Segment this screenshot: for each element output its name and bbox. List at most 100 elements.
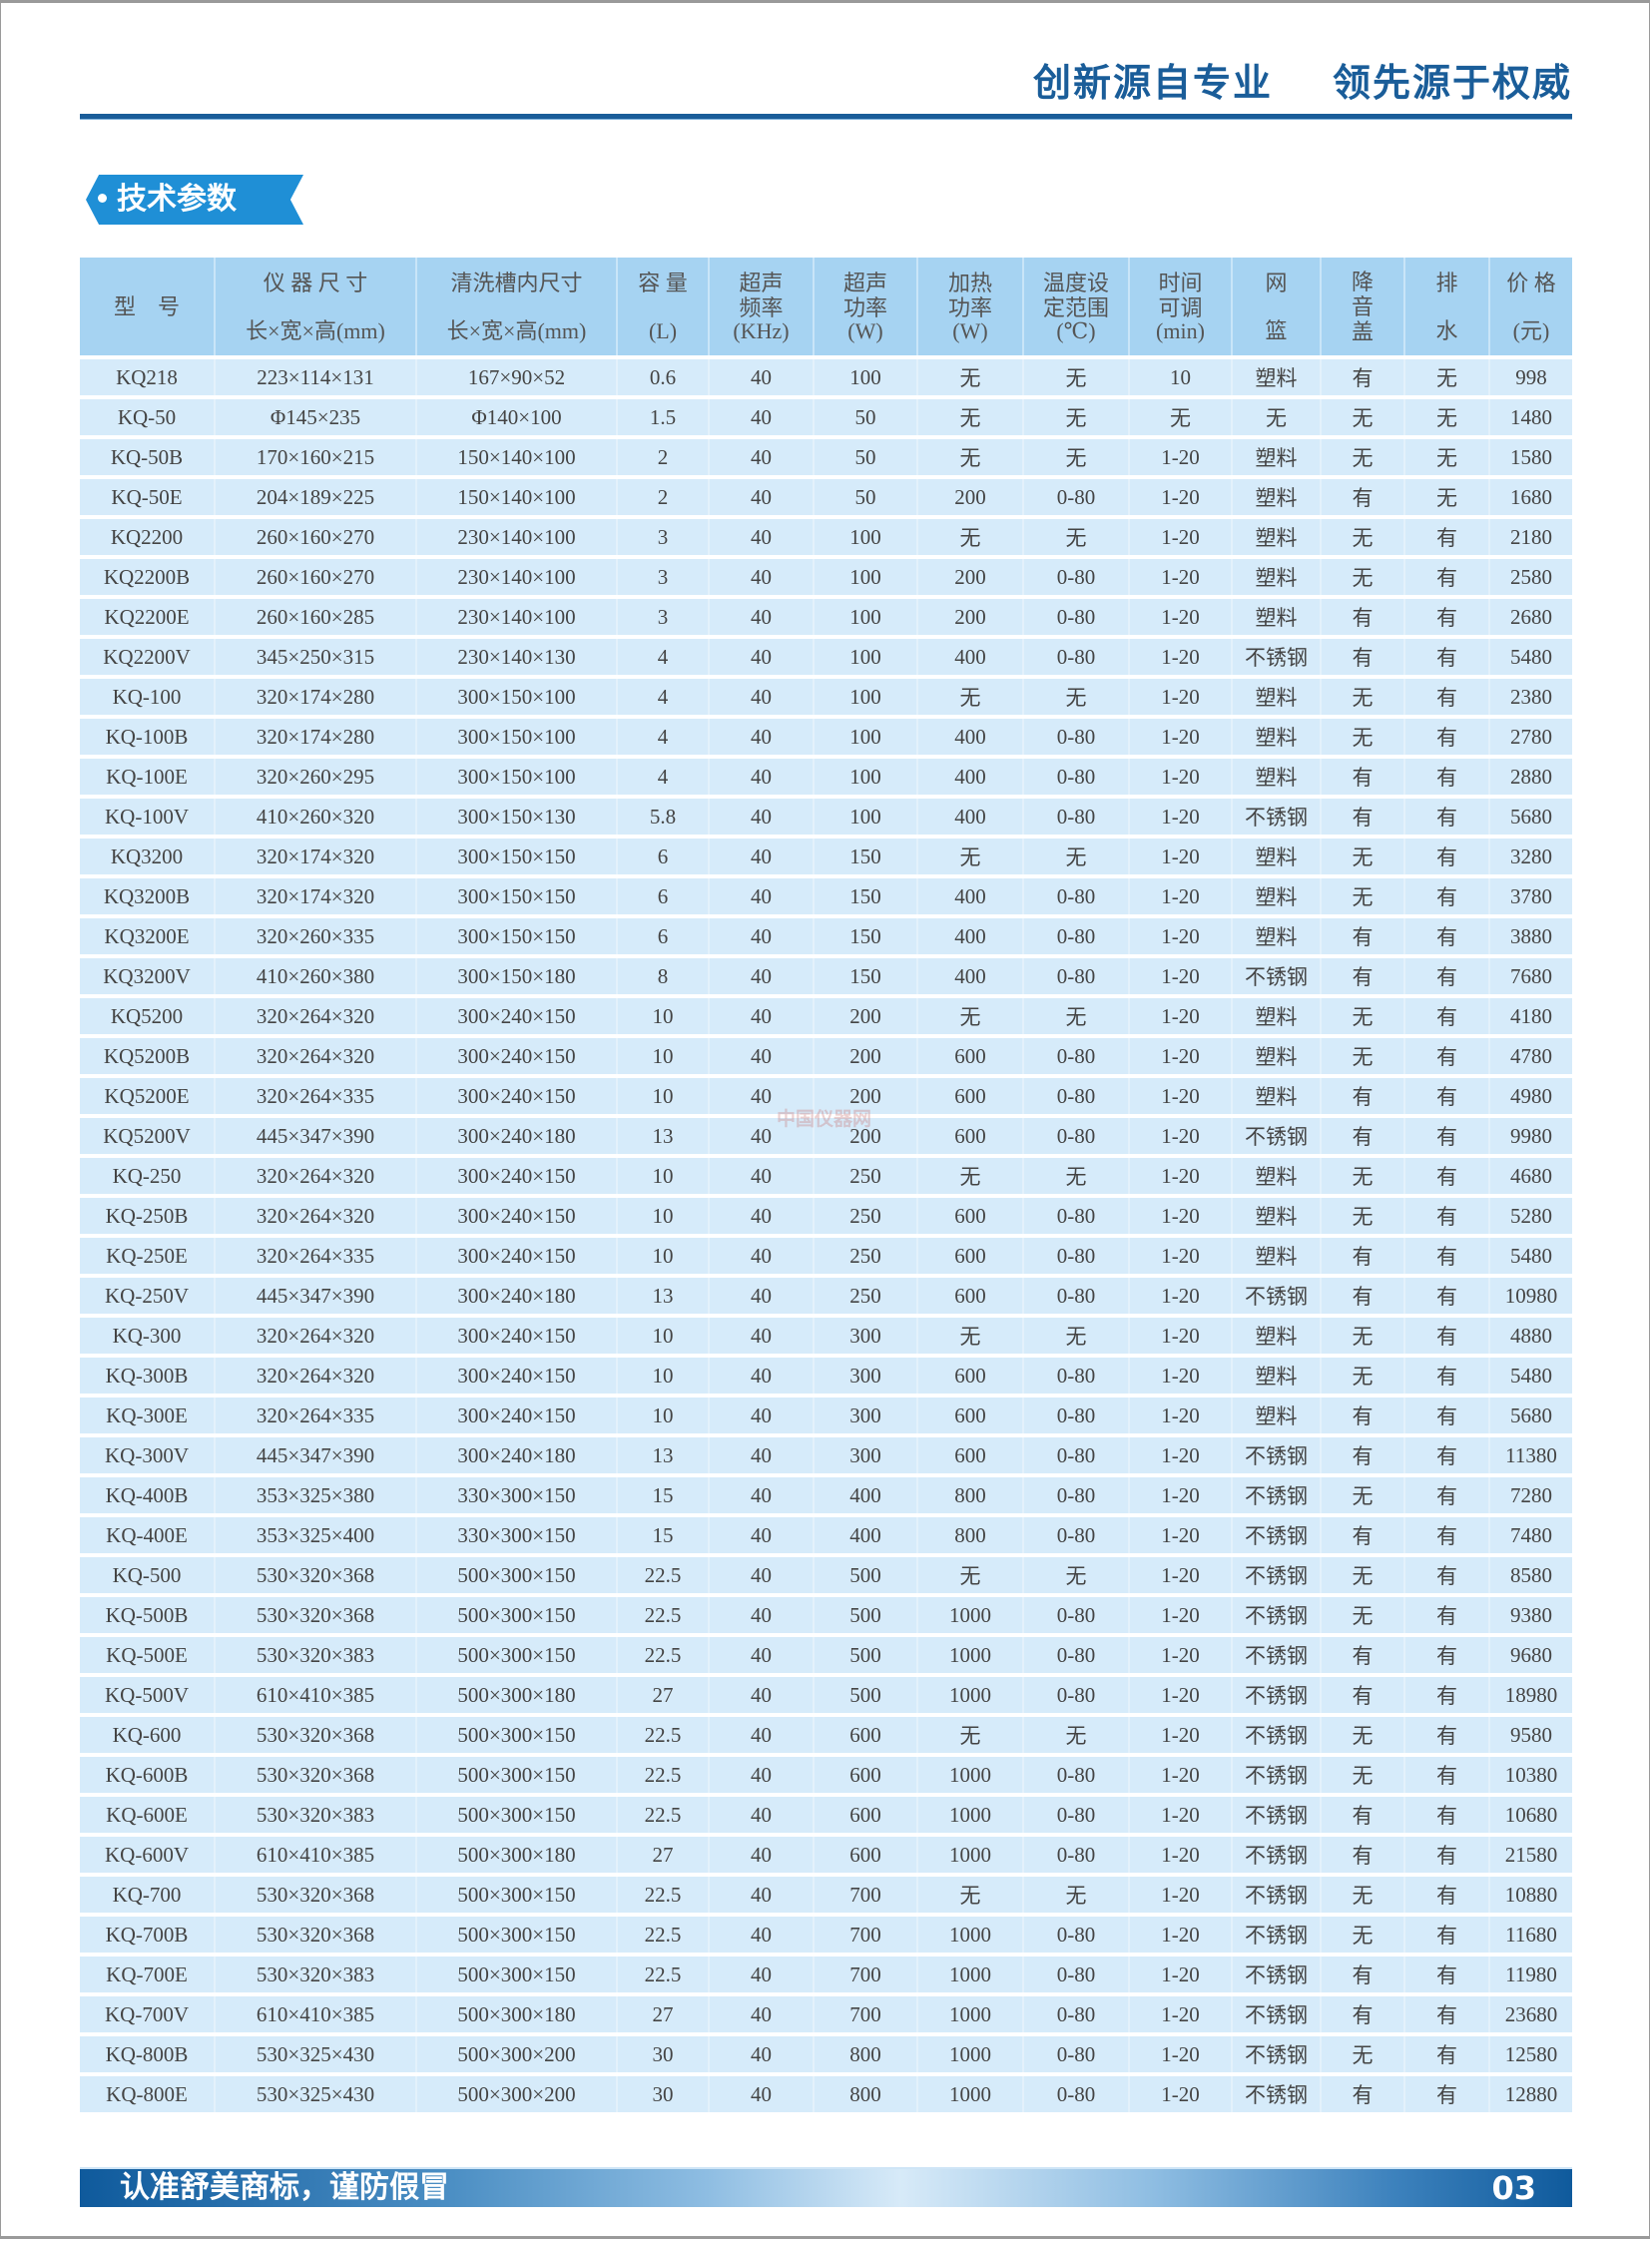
table-cell: 无 bbox=[1321, 1755, 1405, 1797]
table-cell: 12880 bbox=[1489, 2074, 1572, 2116]
table-cell: 400 bbox=[917, 956, 1024, 998]
table-row: KQ5200B 320×264×320 300×240×150 10 40 200 600 0… bbox=[80, 1036, 1572, 1078]
table-cell: 300×240×180 bbox=[416, 1116, 618, 1158]
table-cell: 1000 bbox=[917, 1595, 1024, 1637]
table-cell: 1-20 bbox=[1129, 717, 1233, 759]
table-cell: 4 bbox=[617, 637, 710, 679]
table-cell: 150 bbox=[814, 876, 918, 918]
table-cell: 塑料 bbox=[1232, 437, 1322, 479]
table-cell: 320×264×335 bbox=[215, 1396, 417, 1437]
table-cell: 有 bbox=[1404, 1755, 1490, 1797]
column-header-top: 价 格 bbox=[1506, 270, 1556, 295]
table-cell: 800 bbox=[917, 1475, 1024, 1517]
table-cell: 有 bbox=[1321, 1795, 1405, 1837]
table-cell: 无 bbox=[1023, 357, 1130, 399]
table-cell: 1-20 bbox=[1129, 956, 1233, 998]
table-cell: 塑料 bbox=[1232, 1356, 1322, 1398]
table-cell: 1-20 bbox=[1129, 1755, 1233, 1797]
header-slogan: 创新源自专业 领先源于权威 bbox=[973, 52, 1572, 107]
model-cell: KQ-300V bbox=[80, 1435, 216, 1477]
column-header-top: 加热 功率 bbox=[947, 270, 992, 320]
table-cell: 600 bbox=[917, 1435, 1024, 1477]
table-cell: 400 bbox=[917, 916, 1024, 958]
model-cell: KQ-700 bbox=[80, 1875, 216, 1917]
column-header-unit: 长×宽×高(mm) bbox=[446, 317, 587, 343]
table-cell: 1-20 bbox=[1129, 876, 1233, 918]
table-row: KQ-500V 610×410×385 500×300×180 27 40 500 1000… bbox=[80, 1675, 1572, 1717]
table-cell: 500×300×200 bbox=[416, 2034, 618, 2076]
table-cell: 445×347×390 bbox=[215, 1276, 417, 1318]
table-cell: 100 bbox=[814, 757, 918, 799]
table-cell: 5680 bbox=[1489, 1396, 1572, 1437]
table-cell: 有 bbox=[1404, 1715, 1490, 1757]
table-cell: 无 bbox=[1321, 1715, 1405, 1757]
table-cell: 40 bbox=[709, 1635, 815, 1677]
table-cell: 40 bbox=[709, 1595, 815, 1637]
model-cell: KQ-700E bbox=[80, 1955, 216, 1996]
table-cell: 0-80 bbox=[1023, 1356, 1130, 1398]
table-cell: 有 bbox=[1321, 1515, 1405, 1557]
table-cell: 400 bbox=[814, 1475, 918, 1517]
column-header-unit: (W) bbox=[847, 317, 883, 343]
table-cell: 0-80 bbox=[1023, 1276, 1130, 1318]
table-cell: 300×150×100 bbox=[416, 717, 618, 759]
table-cell: 150×140×100 bbox=[416, 437, 618, 479]
table-cell: 260×160×270 bbox=[215, 557, 417, 599]
column-header-unit: 篮 bbox=[1265, 317, 1288, 343]
table-cell: 300×150×150 bbox=[416, 916, 618, 958]
table-cell: 1000 bbox=[917, 2074, 1024, 2116]
watermark: 中国仪器网 bbox=[777, 1108, 872, 1130]
table-cell: 有 bbox=[1404, 517, 1490, 559]
table-cell: 0-80 bbox=[1023, 757, 1130, 799]
table-cell: 有 bbox=[1321, 1835, 1405, 1877]
table-cell: 500×300×150 bbox=[416, 1715, 618, 1757]
table-cell: 无 bbox=[1129, 397, 1233, 439]
table-cell: 2780 bbox=[1489, 717, 1572, 759]
table-cell: 5480 bbox=[1489, 637, 1572, 679]
model-cell: KQ-50B bbox=[80, 437, 216, 479]
table-cell: 无 bbox=[917, 1156, 1024, 1198]
table-cell: 1-20 bbox=[1129, 1955, 1233, 1996]
table-cell: 1-20 bbox=[1129, 1795, 1233, 1837]
table-cell: 150 bbox=[814, 837, 918, 878]
table-cell: 15 bbox=[617, 1515, 710, 1557]
table-cell: 330×300×150 bbox=[416, 1515, 618, 1557]
table-cell: 40 bbox=[709, 757, 815, 799]
table-cell: 11380 bbox=[1489, 1435, 1572, 1477]
table-cell: 500 bbox=[814, 1675, 918, 1717]
table-cell: 5280 bbox=[1489, 1196, 1572, 1238]
table-cell: 600 bbox=[917, 1356, 1024, 1398]
table-cell: 10 bbox=[617, 1196, 710, 1238]
table-row: KQ-400E 353×325×400 330×300×150 15 40 400 800 0… bbox=[80, 1515, 1572, 1557]
table-cell: 200 bbox=[917, 477, 1024, 519]
table-row: KQ-100 320×174×280 300×150×100 4 40 100 无无 1-20… bbox=[80, 677, 1572, 719]
table-cell: 22.5 bbox=[617, 1795, 710, 1837]
table-cell: 有 bbox=[1321, 2074, 1405, 2116]
table-cell: 无 bbox=[1321, 717, 1405, 759]
table-cell: 2 bbox=[617, 477, 710, 519]
table-cell: 40 bbox=[709, 1316, 815, 1358]
table-cell: 700 bbox=[814, 1955, 918, 1996]
table-cell: 0-80 bbox=[1023, 876, 1130, 918]
table-cell: 1000 bbox=[917, 2034, 1024, 2076]
column-header-unit: 水 bbox=[1435, 317, 1458, 343]
table-cell: 530×320×368 bbox=[215, 1595, 417, 1637]
table-cell: 320×264×320 bbox=[215, 1356, 417, 1398]
table-row: KQ-250B 320×264×320 300×240×150 10 40 250 600 0… bbox=[80, 1196, 1572, 1238]
table-cell: 有 bbox=[1404, 1675, 1490, 1717]
table-cell: 1-20 bbox=[1129, 637, 1233, 679]
column-header-unit: (W) bbox=[952, 317, 988, 343]
table-cell: 40 bbox=[709, 1515, 815, 1557]
table-row: KQ-700E 530×320×383 500×300×150 22.5 40 700 10… bbox=[80, 1955, 1572, 1996]
column-header: 网篮 bbox=[1232, 258, 1322, 359]
table-cell: 有 bbox=[1404, 1196, 1490, 1238]
table-cell: 300×150×100 bbox=[416, 757, 618, 799]
table-cell: 12580 bbox=[1489, 2034, 1572, 2076]
table-cell: 有 bbox=[1404, 956, 1490, 998]
table-cell: 40 bbox=[709, 876, 815, 918]
table-cell: 0-80 bbox=[1023, 1915, 1130, 1957]
table-cell: 无 bbox=[1023, 1156, 1130, 1198]
model-cell: KQ-250 bbox=[80, 1156, 216, 1198]
column-header: 容 量 (L) bbox=[617, 258, 710, 359]
table-cell: 有 bbox=[1404, 876, 1490, 918]
